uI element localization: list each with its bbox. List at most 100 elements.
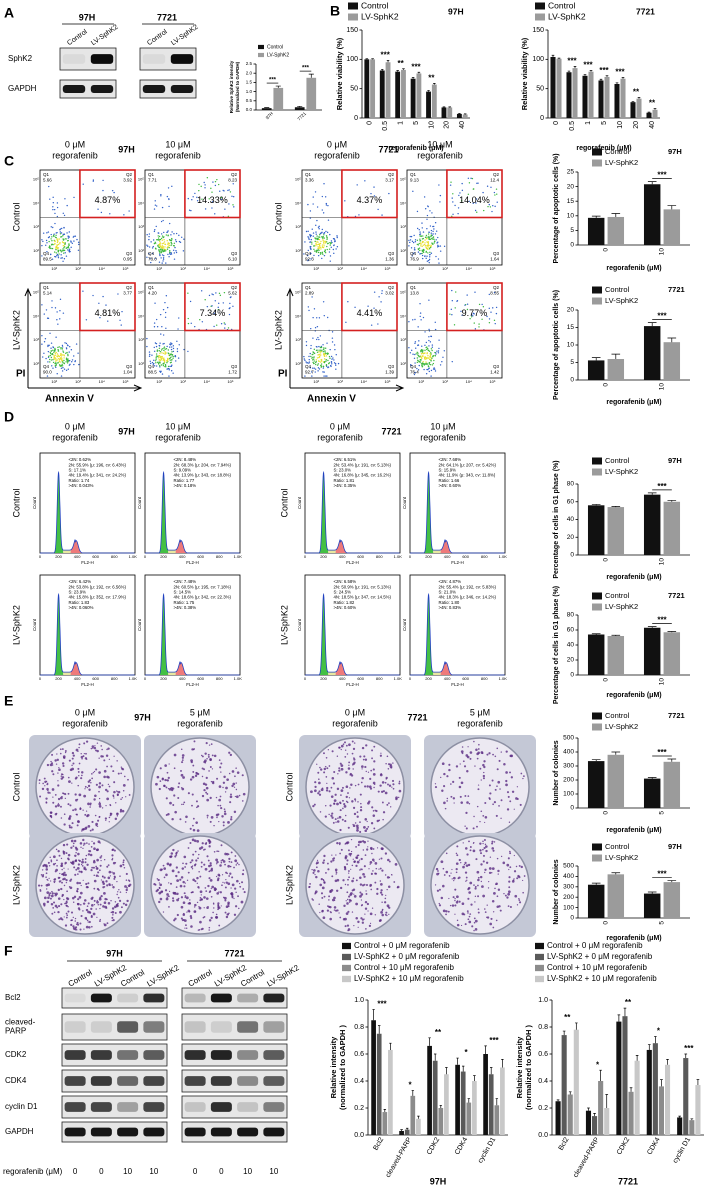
colony-dot — [354, 813, 356, 815]
event-dot — [327, 317, 328, 318]
colony-dot — [344, 820, 346, 822]
colony-dot — [370, 770, 372, 772]
event-dot — [158, 239, 159, 240]
quadrant-name: Q4 — [43, 251, 50, 256]
bar — [630, 102, 635, 118]
axis-label: Count — [137, 496, 142, 509]
colony-dot — [83, 928, 84, 929]
colony-dot — [446, 800, 448, 802]
colony-dot — [326, 757, 328, 759]
colony-dot — [97, 820, 99, 822]
histogram-frame — [305, 575, 400, 675]
event-dot — [69, 231, 70, 232]
event-dot — [172, 358, 173, 359]
colony-dot — [72, 925, 74, 927]
event-dot — [51, 226, 52, 227]
row-label: Control — [11, 488, 21, 517]
bar — [461, 1072, 466, 1135]
event-dot — [315, 243, 316, 244]
chart-title: 97H — [448, 6, 464, 16]
x-tick-label: 10 — [659, 383, 666, 391]
quadrant-value: 76.4 — [410, 370, 419, 375]
event-dot — [435, 233, 436, 234]
event-dot — [155, 342, 156, 343]
bar — [664, 209, 680, 245]
colony-dot — [118, 791, 120, 793]
event-dot — [163, 251, 164, 252]
colony-dot — [500, 818, 501, 819]
colony-dot — [454, 900, 455, 901]
event-dot — [494, 320, 495, 321]
colony-dot — [334, 909, 335, 910]
event-dot — [62, 250, 63, 251]
colony-dot — [181, 896, 183, 898]
colony-dot — [326, 783, 327, 784]
event-dot — [333, 238, 334, 239]
flow-tick-label: 10² — [138, 248, 144, 253]
colony-dot — [437, 890, 439, 892]
y-tick-label: 0 — [570, 377, 574, 384]
event-dot — [57, 207, 58, 208]
event-dot — [427, 248, 428, 249]
colony-dot — [385, 782, 387, 784]
flow-tick-label: 10² — [418, 266, 424, 271]
event-dot — [420, 244, 421, 245]
colony-dot — [369, 925, 371, 927]
event-dot — [316, 233, 317, 234]
error-bar — [592, 216, 601, 218]
colony-dot — [82, 809, 83, 810]
flow-tick-label: 10³ — [442, 266, 448, 271]
event-dot — [68, 369, 69, 370]
colony-dot — [333, 802, 335, 804]
colony-dot — [460, 862, 461, 863]
colony-dot — [64, 813, 66, 815]
colony-dot — [237, 771, 240, 774]
colony-dot — [74, 840, 77, 843]
colony-dot — [222, 882, 223, 883]
colony-dot — [236, 795, 239, 798]
event-dot — [426, 228, 427, 229]
event-dot — [307, 204, 308, 205]
histogram-frame — [40, 575, 135, 675]
colony-dot — [59, 855, 61, 857]
colony-dot — [322, 787, 324, 789]
event-dot — [313, 245, 314, 246]
colony-dot — [353, 824, 356, 827]
flow-tick-label: 10³ — [400, 224, 406, 229]
colony-dot — [317, 772, 319, 774]
colony-dot — [64, 916, 65, 917]
event-dot — [452, 300, 453, 301]
event-dot — [62, 248, 63, 249]
colony-dot — [341, 789, 344, 792]
colony-dot — [176, 893, 178, 895]
event-dot — [61, 368, 62, 369]
colony-dot — [176, 879, 179, 882]
colony-dot — [50, 815, 52, 817]
event-dot — [48, 186, 49, 187]
colony-dot — [158, 901, 160, 903]
event-dot — [492, 205, 493, 206]
colony-dot — [55, 805, 57, 807]
event-dot — [323, 233, 324, 234]
bar — [442, 107, 447, 118]
event-dot — [198, 184, 199, 185]
event-dot — [198, 190, 199, 191]
event-dot — [433, 239, 434, 240]
event-dot — [325, 241, 326, 242]
colony-dot — [508, 876, 510, 878]
colony-dot — [492, 754, 494, 756]
colony-dot — [496, 748, 498, 750]
legend-swatch — [348, 14, 358, 21]
event-dot — [317, 357, 318, 358]
colony-dot — [50, 898, 52, 900]
event-dot — [438, 348, 439, 349]
colony-dot — [233, 867, 235, 869]
colony-dot — [355, 785, 356, 786]
colony-dot — [197, 805, 199, 807]
error-bar — [638, 97, 641, 98]
event-dot — [322, 244, 323, 245]
colony-dot — [509, 800, 511, 802]
colony-dot — [347, 899, 348, 900]
colony-dot — [75, 918, 76, 919]
colony-dot — [78, 794, 81, 797]
